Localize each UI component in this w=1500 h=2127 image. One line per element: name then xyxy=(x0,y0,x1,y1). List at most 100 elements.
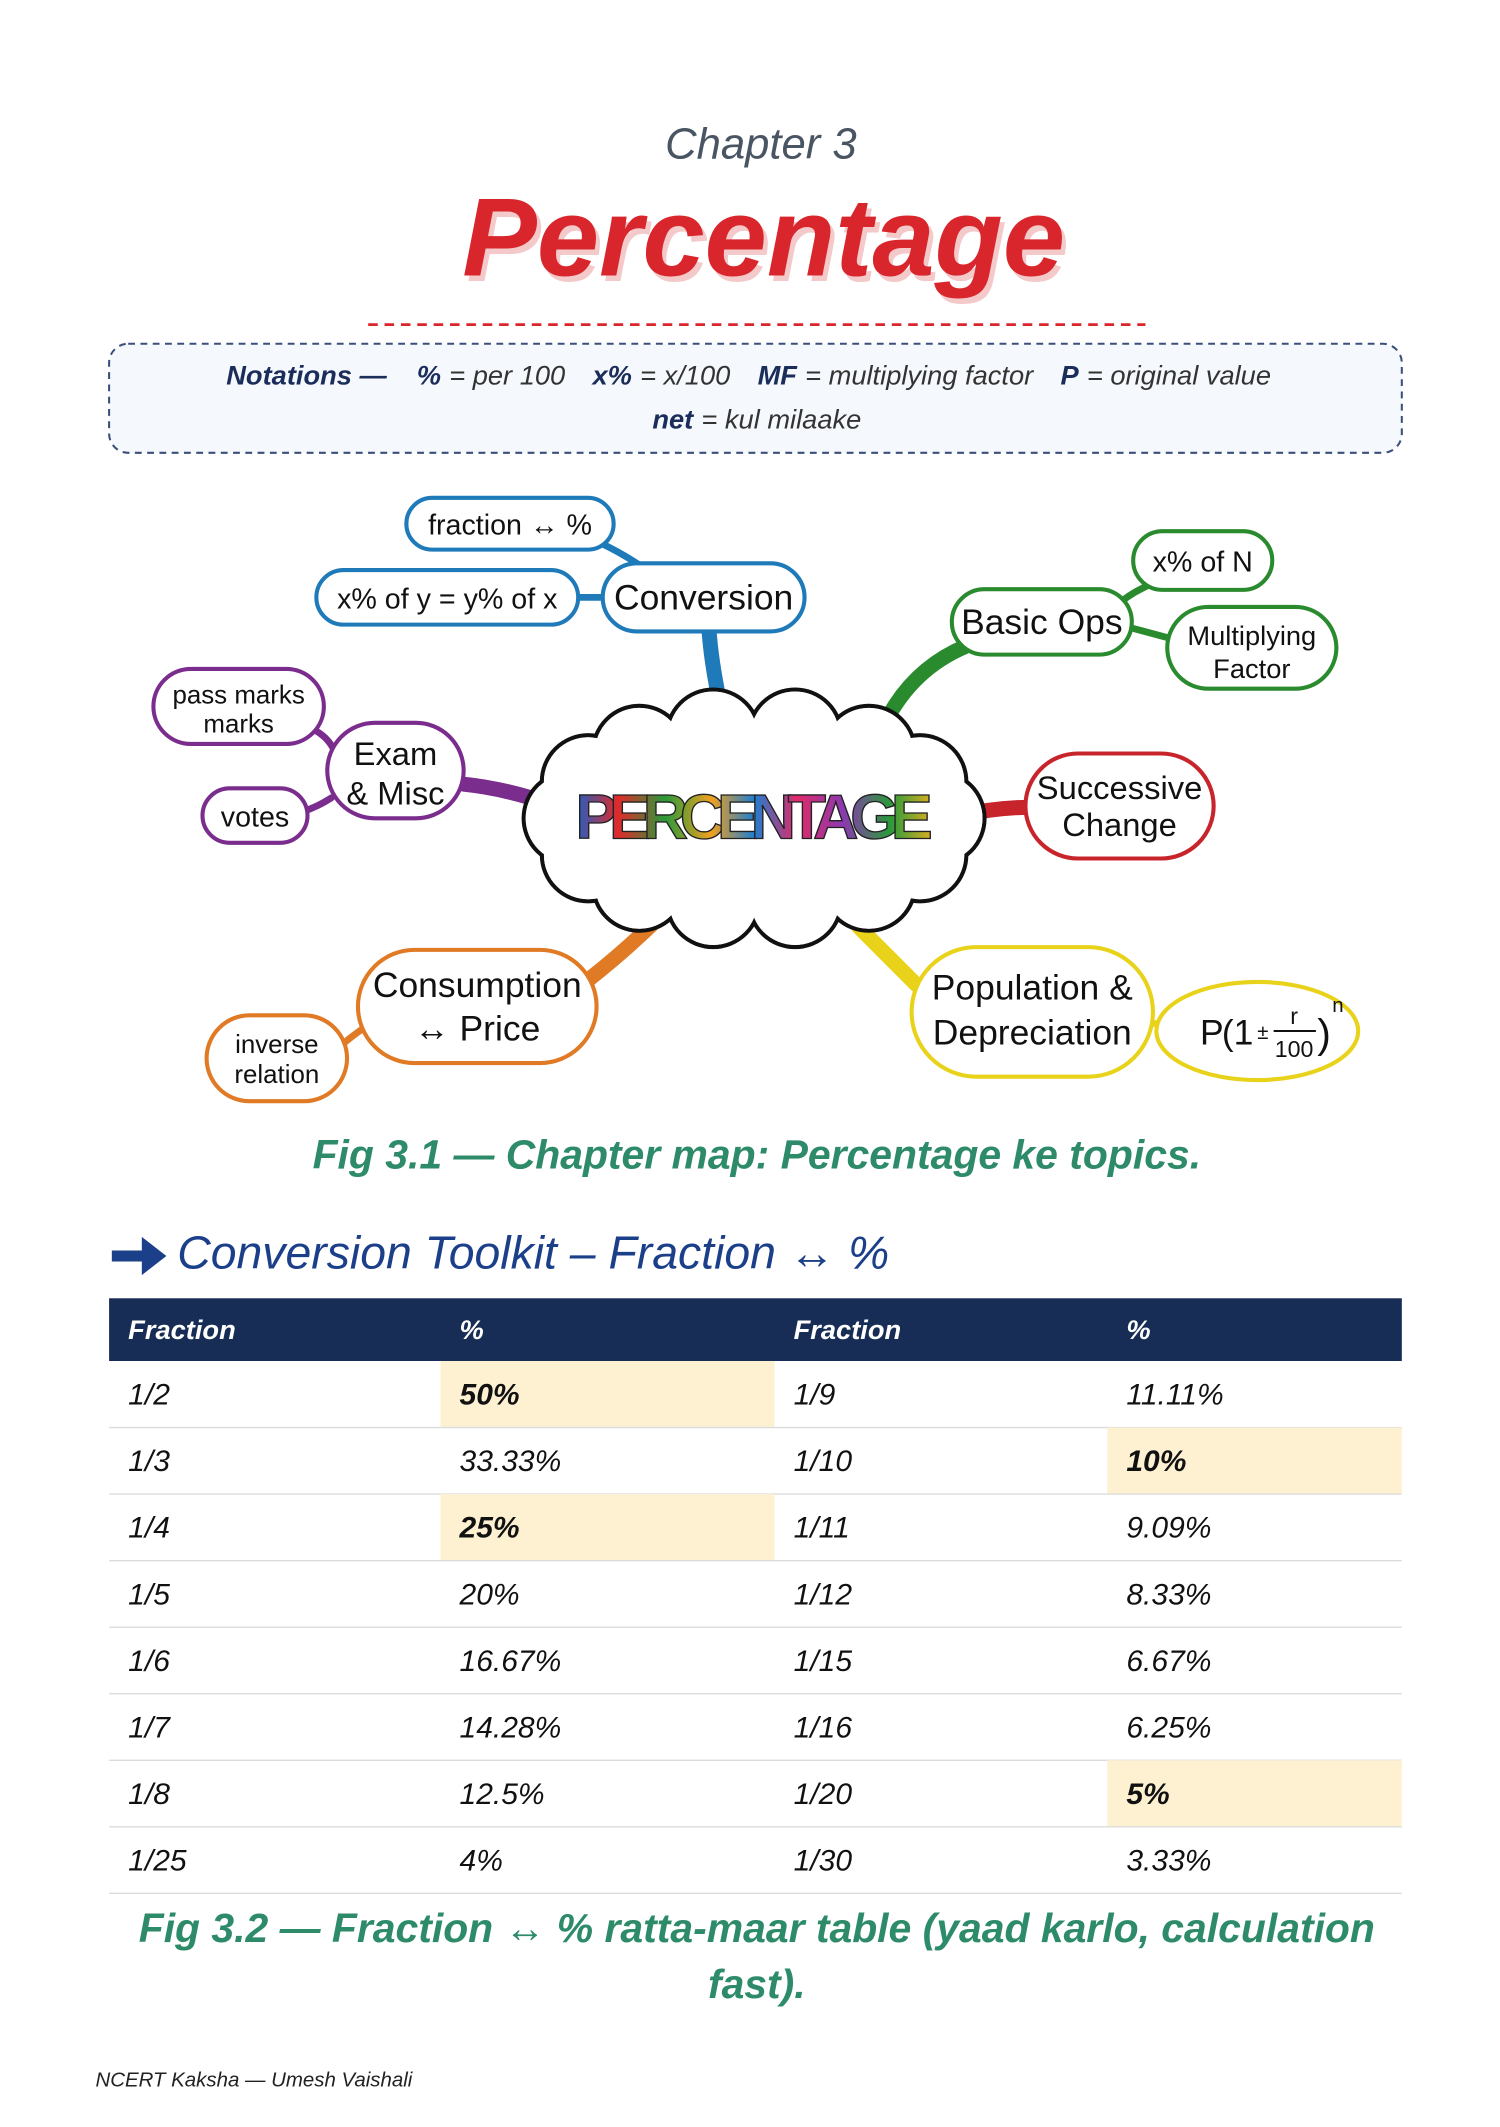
topic-node xyxy=(204,1013,350,1104)
table-cell: 1/3 xyxy=(128,1445,170,1478)
notation-term: MF xyxy=(758,360,799,391)
topic-label: votes xyxy=(221,801,289,833)
notation-term: net xyxy=(652,403,695,434)
formula-part: P xyxy=(1200,1013,1224,1053)
formula-part: ) xyxy=(1317,1010,1331,1056)
notation-def: = multiplying factor xyxy=(805,360,1034,391)
branch-link xyxy=(340,1026,365,1047)
table-cell: 1/4 xyxy=(128,1512,170,1545)
notation-line: net = kul milaake xyxy=(652,403,861,434)
center-cloud xyxy=(521,687,987,950)
formula-part: (1 xyxy=(1222,1013,1254,1053)
table-cell: 1/11 xyxy=(794,1512,850,1545)
formula-part: n xyxy=(1332,994,1343,1017)
highlight-cell xyxy=(1107,1427,1402,1495)
topic-node xyxy=(314,568,581,627)
formula-part: r xyxy=(1290,1003,1298,1029)
topic-label: Multiplying xyxy=(1187,620,1316,651)
topic-node xyxy=(1023,751,1216,861)
cloud-core xyxy=(563,728,945,909)
table-cell: 4% xyxy=(460,1844,503,1877)
topic-label: x% of N xyxy=(1153,546,1253,578)
table-cell: 1/5 xyxy=(128,1578,170,1611)
notation-def: = per 100 xyxy=(449,360,565,391)
topic-label: relation xyxy=(234,1061,319,1089)
notation-def: = kul milaake xyxy=(701,403,861,434)
center-label: PERCENTAGE xyxy=(575,783,932,853)
table-cell: 1/30 xyxy=(794,1844,853,1877)
notation-line: Notations —% = per 100 x% = x/100 MF = multip… xyxy=(226,360,1271,391)
table-cell: 25% xyxy=(459,1512,520,1545)
notation-def: = x/100 xyxy=(640,360,730,391)
table-cell: 6.67% xyxy=(1126,1645,1211,1678)
table-cell: 8.33% xyxy=(1126,1578,1211,1611)
mind-map: Conversion fraction ↔ % x% of y = y% of x B… xyxy=(151,495,1361,1104)
topic-label: marks xyxy=(203,710,274,738)
highlight-cell xyxy=(440,1361,775,1428)
figure-caption: fast). xyxy=(708,1961,806,2007)
topic-label: inverse xyxy=(235,1031,318,1059)
notation-term: % xyxy=(417,360,441,391)
highlight-cell xyxy=(440,1494,775,1561)
topic-label: fraction ↔ % xyxy=(428,510,592,542)
table-cell: 10% xyxy=(1126,1445,1186,1478)
notation-def: = original value xyxy=(1087,360,1271,391)
footer: NCERT Kaksha — Umesh Vaishali xyxy=(95,2068,412,2091)
section-heading: Conversion Toolkit – Fraction ↔ % xyxy=(177,1226,889,1278)
chapter-title: Percentage xyxy=(462,175,1065,300)
table-cell: 1/9 xyxy=(794,1379,836,1412)
table-header-cell: Fraction xyxy=(128,1314,236,1345)
table-header-cell: % xyxy=(460,1314,484,1345)
branch-link xyxy=(878,638,973,728)
figure-caption: Fig 3.1 — Chapter map: Percentage ke top… xyxy=(313,1132,1201,1178)
topic-label: x% of y = y% of x xyxy=(337,583,557,615)
table-cell: 1/6 xyxy=(128,1645,170,1678)
branch-link xyxy=(851,919,924,993)
topic-node xyxy=(1131,529,1275,592)
topic-node xyxy=(909,945,1155,1079)
branch-link xyxy=(1125,623,1174,642)
topic-node xyxy=(200,786,310,845)
topic-node xyxy=(355,947,599,1066)
topic-node xyxy=(151,666,326,746)
table-cell: 1/15 xyxy=(794,1645,853,1678)
table-cell: 11.11% xyxy=(1126,1379,1223,1412)
table-cell: 1/16 xyxy=(794,1711,853,1744)
topic-label: & Misc xyxy=(346,775,444,812)
chapter-label: Chapter 3 xyxy=(665,120,857,168)
table-cell: 1/25 xyxy=(128,1844,187,1877)
table-cell: 50% xyxy=(460,1379,520,1412)
table-cell: 16.67% xyxy=(460,1645,562,1678)
title-shadow: Percentage xyxy=(466,180,1069,305)
table-cell: 1/12 xyxy=(794,1578,853,1611)
table-header-cell: Fraction xyxy=(794,1314,902,1345)
topic-label: ↔ Price xyxy=(414,1009,540,1049)
topic-label: pass marks xyxy=(172,682,304,710)
notation-term: P xyxy=(1060,360,1079,391)
table-cell: 1/7 xyxy=(128,1711,171,1744)
topic-node xyxy=(949,587,1134,657)
table-cell: 12.5% xyxy=(460,1778,545,1811)
table-cell: 1/20 xyxy=(794,1778,853,1811)
topic-label: Population & xyxy=(932,968,1133,1008)
highlight-cell xyxy=(1107,1760,1402,1827)
topic-node xyxy=(404,495,616,552)
topic-label: Conversion xyxy=(614,578,793,618)
table-cell: 5% xyxy=(1126,1778,1169,1811)
table-cell: 14.28% xyxy=(460,1711,562,1744)
topic-node xyxy=(1165,604,1339,691)
branch-link xyxy=(581,917,660,987)
topic-label: Successive xyxy=(1037,769,1202,806)
notation-term: x% xyxy=(590,360,631,391)
table-header-bg xyxy=(109,1298,1402,1361)
topic-label: Change xyxy=(1062,806,1177,843)
topic-label: Basic Ops xyxy=(961,602,1123,642)
table-header-cell: % xyxy=(1126,1314,1150,1345)
notation-lead: Notations — xyxy=(226,360,387,391)
table-cell: 33.33% xyxy=(460,1445,562,1478)
table-cell: 6.25% xyxy=(1126,1711,1211,1744)
topic-label: Factor xyxy=(1213,653,1290,684)
table-cell: 3.33% xyxy=(1126,1844,1211,1877)
